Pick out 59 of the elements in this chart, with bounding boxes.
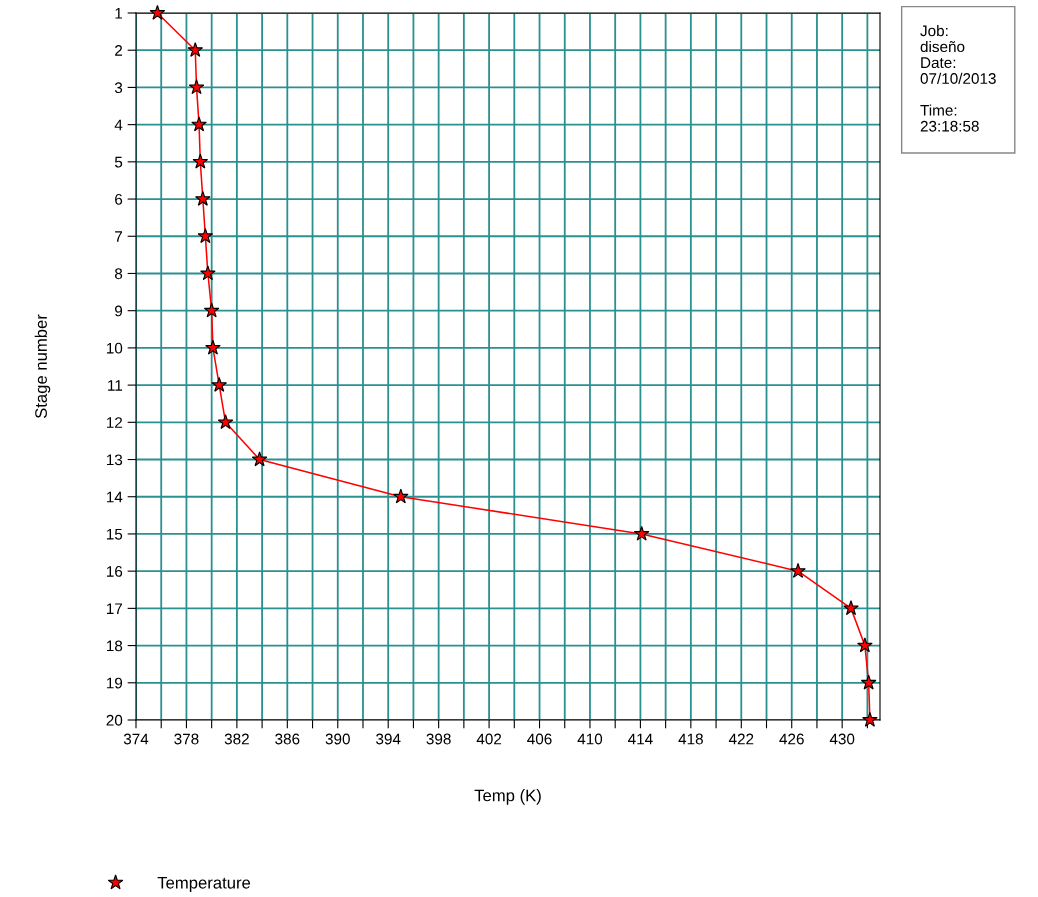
y-tick-label: 8 xyxy=(114,268,123,280)
point xyxy=(191,116,207,132)
y-tick-label: 13 xyxy=(106,454,123,466)
point xyxy=(633,525,650,541)
x-tick-label: 386 xyxy=(275,733,300,745)
point xyxy=(203,302,220,318)
x-tick-label: 418 xyxy=(678,733,703,745)
point xyxy=(217,414,234,430)
y-tick-label: 19 xyxy=(106,677,123,689)
x-tick-label: 426 xyxy=(779,733,804,745)
x-tick-label: 394 xyxy=(376,733,401,745)
y-tick-label: 2 xyxy=(115,45,123,56)
x-tick-label: 422 xyxy=(728,733,754,745)
point xyxy=(192,153,209,169)
point xyxy=(862,711,878,727)
y-axis-title: Stage number xyxy=(34,314,51,419)
x-axis-title: Temp (K) xyxy=(474,789,541,805)
x-tick-label: 410 xyxy=(577,733,603,745)
y-tick-label: 4 xyxy=(114,119,123,131)
y-tick-label: 17 xyxy=(106,603,123,614)
x-tick-label: 402 xyxy=(476,733,502,745)
point xyxy=(392,488,409,504)
point xyxy=(187,42,204,57)
point xyxy=(149,4,166,20)
x-tick-label: 374 xyxy=(123,733,149,745)
legend-label: Temperature xyxy=(157,877,251,892)
point xyxy=(251,451,268,467)
point xyxy=(197,228,214,243)
x-tick-label: 382 xyxy=(224,733,249,745)
y-tick-label: 1 xyxy=(115,8,123,19)
y-tick-label: 20 xyxy=(106,714,123,726)
y-tick-label: 7 xyxy=(115,231,123,242)
point xyxy=(843,600,859,616)
y-tick-label: 15 xyxy=(106,528,123,540)
x-tick-label: 430 xyxy=(829,733,855,745)
point xyxy=(860,674,877,690)
point xyxy=(200,265,216,281)
y-tick-label: 18 xyxy=(106,640,123,652)
y-tick-label: 16 xyxy=(106,566,123,577)
point xyxy=(205,339,221,355)
x-tick-label: 398 xyxy=(426,733,451,745)
y-tick-label: 9 xyxy=(115,305,123,317)
x-tick-label: 378 xyxy=(174,733,199,745)
point xyxy=(188,79,205,95)
text: Job: diseño Date: 07/10/2013 Time: 23:18:58 xyxy=(920,25,996,132)
y-tick-label: 5 xyxy=(114,156,123,168)
x-tick-label: 390 xyxy=(325,733,350,745)
y-tick-label: 14 xyxy=(106,491,123,503)
y-tick-label: 3 xyxy=(114,82,123,94)
x-tick-label: 406 xyxy=(527,733,552,745)
y-tick-label: 6 xyxy=(115,193,123,205)
y-tick-label: 12 xyxy=(106,417,123,428)
y-tick-label: 10 xyxy=(106,342,123,354)
x-tick-label: 414 xyxy=(628,733,653,745)
point xyxy=(857,637,873,653)
point xyxy=(790,562,806,578)
y-tick-label: 11 xyxy=(108,380,123,391)
point xyxy=(195,190,211,206)
point xyxy=(211,376,228,392)
